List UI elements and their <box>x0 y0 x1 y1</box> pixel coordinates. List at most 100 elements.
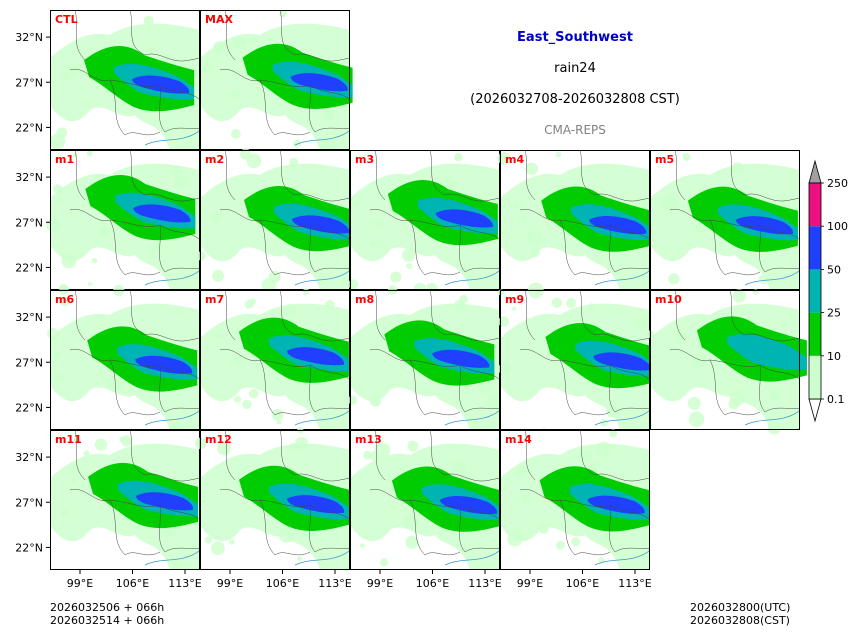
rain-light-speck <box>529 247 540 258</box>
border-line <box>669 208 761 276</box>
border-line <box>219 68 311 136</box>
colorbar-under-arrow <box>808 398 822 423</box>
panel-label: m1 <box>55 153 74 166</box>
rain-light-speck <box>515 465 527 478</box>
panel-frame <box>50 290 200 430</box>
rain-light-speck <box>94 438 108 451</box>
lon-tick-label: 99°E <box>367 577 393 590</box>
rain-light-speck <box>606 405 618 418</box>
rain-light-speck <box>731 162 745 175</box>
river-line <box>144 269 201 286</box>
province-borders <box>219 289 351 416</box>
border-line <box>459 364 501 413</box>
panel-m3: m3 <box>348 149 502 295</box>
rain-light-speck <box>636 317 649 330</box>
lon-tick-label: 113°E <box>468 577 501 590</box>
border-line <box>224 9 236 61</box>
panel-label: m11 <box>55 433 82 446</box>
lat-tick-label: 32°N <box>15 31 43 44</box>
panel-frame <box>200 430 350 570</box>
border-line <box>69 348 161 416</box>
rain-light-speck <box>171 165 182 176</box>
border-line <box>674 149 686 201</box>
rain-storm-area <box>136 492 194 511</box>
province-borders <box>69 9 201 136</box>
rain-light-speck <box>231 90 240 99</box>
rain-band <box>244 185 354 252</box>
colorbar-label: 0.1 <box>827 393 845 406</box>
rain-light-speck <box>209 156 216 163</box>
lon-tick-label: 113°E <box>168 577 201 590</box>
rain-light-speck <box>46 218 61 233</box>
border-line <box>369 208 461 276</box>
rain-light-speck <box>390 271 402 283</box>
rain-light-speck <box>234 395 242 403</box>
river-line <box>744 409 801 426</box>
rain-light-speck <box>607 267 612 272</box>
panel-m11: m11 <box>50 429 201 570</box>
river-line <box>294 549 351 566</box>
rain-light-speck <box>551 297 563 308</box>
border-line <box>69 488 161 556</box>
rain-light-speck <box>538 523 549 534</box>
rain-light-speck <box>323 108 335 121</box>
river-line <box>294 269 351 286</box>
panel-label: CTL <box>55 13 78 26</box>
axis-ticks: 32°N 27°N 22°N 32°N 27°N 22°N 32°N 27°N 22°N 32°N… <box>15 31 652 590</box>
rain-light-speck <box>55 351 61 358</box>
province-borders <box>369 429 501 556</box>
panel-m14: m14 <box>500 429 651 570</box>
rain-band <box>238 317 349 383</box>
rain-light-speck <box>216 333 221 338</box>
rain-light-speck <box>407 440 419 452</box>
border-line <box>609 364 651 413</box>
province-borders <box>219 429 351 556</box>
river-line <box>144 409 201 426</box>
rain-light-speck <box>687 396 701 410</box>
rain-storm-area <box>135 355 193 374</box>
panel-frame <box>500 150 650 290</box>
border-line <box>279 9 351 62</box>
border-line <box>374 149 386 201</box>
rain-light-speck <box>376 220 384 228</box>
rain-light-speck <box>60 508 69 517</box>
rain-light-speck <box>663 195 679 211</box>
border-line <box>129 9 201 62</box>
lon-tick-label: 106°E <box>566 577 599 590</box>
rain-light-speck <box>68 476 76 484</box>
border-line <box>219 348 311 416</box>
init-time-footer: 2026032506 + 066h 2026032514 + 066h <box>50 601 164 627</box>
rain-light-speck <box>293 139 301 148</box>
rain-light-speck <box>278 527 294 543</box>
rain-light-speck <box>566 298 577 308</box>
panel-grid: CTL MAX m1 m2 m3 m4 m5 m6 m7 m8 m9 m10 m11 m12 m13 m14 <box>46 9 807 572</box>
rain-light-speck <box>107 376 123 392</box>
rain-light-speck <box>370 396 381 407</box>
border-line <box>579 429 651 482</box>
init-utc: 2026032506 + 066h <box>50 601 165 614</box>
rain-band <box>85 174 196 241</box>
rain-light-speck <box>86 150 93 157</box>
panel-label: m9 <box>505 293 524 306</box>
rain-light-speck <box>99 227 109 237</box>
border-line <box>579 149 651 202</box>
border-line <box>309 224 351 273</box>
rain-light-speck <box>779 194 787 202</box>
colorbar-label: 100 <box>827 220 848 233</box>
river-line <box>294 129 351 146</box>
panel-m6: m6 <box>47 284 201 437</box>
rain-light-speck <box>459 294 468 304</box>
valid-cst: 2026032808(CST) <box>690 614 790 627</box>
lat-tick-label: 22°N <box>15 261 43 274</box>
rain-band <box>239 465 349 532</box>
border-line <box>669 348 761 416</box>
rain-light-speck <box>452 461 468 477</box>
rain-light-speck <box>240 148 252 160</box>
province-borders <box>519 289 651 416</box>
lat-tick-label: 27°N <box>15 216 43 229</box>
border-line <box>429 429 501 482</box>
rain-light-speck <box>70 463 80 474</box>
rain-light-speck <box>242 399 252 410</box>
border-line <box>74 429 86 481</box>
rain-storm-area <box>435 209 493 228</box>
